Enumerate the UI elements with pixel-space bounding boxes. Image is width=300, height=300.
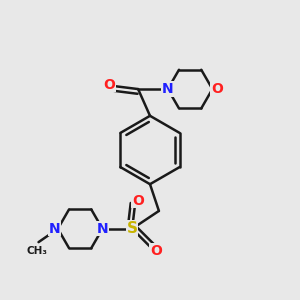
- Text: CH₃: CH₃: [27, 246, 48, 256]
- Text: N: N: [97, 222, 108, 236]
- Text: O: O: [211, 82, 223, 96]
- Text: O: O: [150, 244, 162, 258]
- Text: O: O: [103, 78, 115, 92]
- Text: N: N: [49, 222, 61, 236]
- Text: S: S: [127, 221, 138, 236]
- Text: O: O: [132, 194, 144, 208]
- Text: N: N: [162, 82, 174, 96]
